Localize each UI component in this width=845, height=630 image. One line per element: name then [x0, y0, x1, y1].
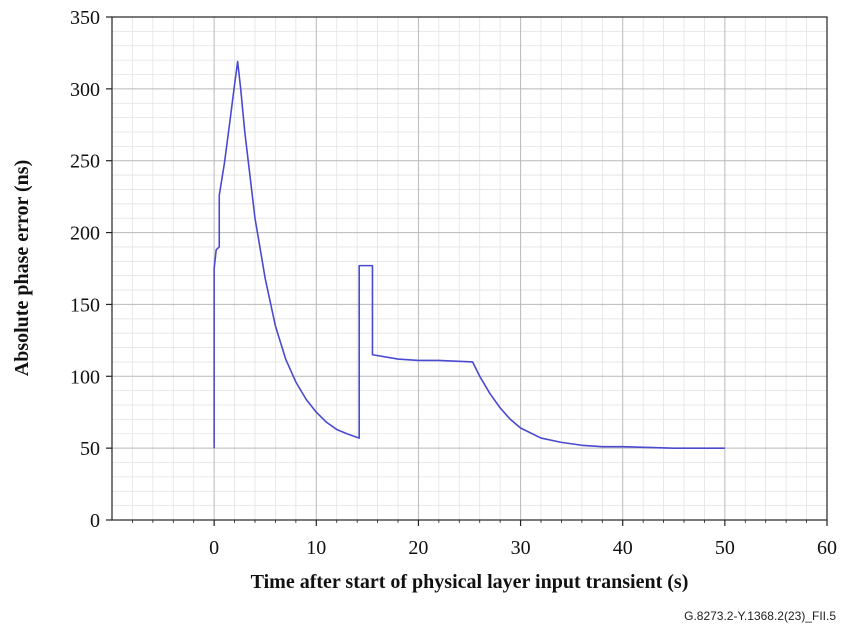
y-tick-label: 50	[80, 438, 100, 460]
x-tick-label: 60	[817, 537, 837, 559]
y-tick-label: 350	[70, 7, 100, 29]
plot-area-frame	[111, 16, 828, 521]
minor-grid	[112, 17, 827, 520]
y-axis-ticks: 0 50 100 150 200 250 300 350	[70, 7, 112, 532]
x-tick-label: 50	[715, 537, 735, 559]
y-tick-label: 300	[70, 79, 100, 101]
x-tick-label: 0	[209, 537, 219, 559]
x-tick-label: 40	[613, 537, 633, 559]
x-tick-label: 20	[408, 537, 428, 559]
y-tick-label: 100	[70, 366, 100, 388]
y-tick-label: 200	[70, 223, 100, 245]
y-axis-title: Absolute phase error (ns)	[11, 160, 33, 376]
series-layer	[213, 60, 725, 449]
figure-id-label: G.8273.2-Y.1368.2(23)_FII.5	[684, 609, 836, 623]
x-tick-label: 30	[511, 537, 531, 559]
y-tick-label: 150	[70, 294, 100, 316]
x-tick-label: 10	[306, 537, 326, 559]
x-axis-title: Time after start of physical layer input…	[251, 571, 689, 593]
y-tick-label: 0	[90, 510, 100, 532]
major-grid	[111, 16, 828, 521]
y-tick-label: 250	[70, 151, 100, 173]
series-line-phase-error	[213, 60, 725, 449]
x-axis-ticks: 0 10 20 30 40 50 60	[132, 520, 837, 559]
